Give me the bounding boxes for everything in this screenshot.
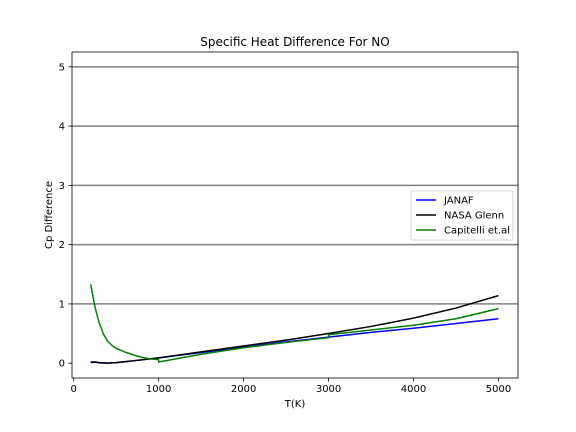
legend-label: JANAF	[443, 196, 474, 207]
y-tick-label: 4	[59, 122, 65, 133]
gridlines	[72, 66, 518, 305]
x-axis-ticks: 0 1000 2000 3000 4000 5000	[71, 378, 511, 395]
y-tick-label: 5	[59, 62, 65, 73]
x-tick-label: 2000	[231, 384, 256, 395]
series-lines	[89, 284, 499, 364]
legend: JANAF NASA Glenn Capitelli et.al	[410, 190, 514, 241]
plot-frame	[71, 51, 519, 379]
series-line-nasa-glenn	[90, 294, 499, 364]
chart-title: Specific Heat Difference For NO	[200, 35, 389, 49]
y-axis-ticks: 0 1 2 3 4 5	[59, 62, 72, 370]
y-axis-title: Cp Difference	[44, 181, 55, 249]
x-tick-label: 0	[71, 384, 77, 395]
y-tick-label: 2	[59, 240, 65, 251]
legend-label: NASA Glenn	[444, 211, 504, 222]
y-tick-label: 1	[59, 299, 65, 310]
x-tick-label: 4000	[401, 384, 426, 395]
x-axis-title: T(K)	[284, 399, 306, 410]
x-tick-label: 3000	[316, 384, 341, 395]
y-tick-label: 0	[59, 359, 65, 370]
legend-label: Capitelli et.al	[444, 226, 510, 237]
series-line-capitelli-et-al	[89, 284, 499, 363]
x-tick-label: 1000	[146, 384, 171, 395]
y-tick-label: 3	[59, 181, 65, 192]
legend-box	[410, 190, 514, 241]
x-tick-label: 5000	[486, 384, 511, 395]
